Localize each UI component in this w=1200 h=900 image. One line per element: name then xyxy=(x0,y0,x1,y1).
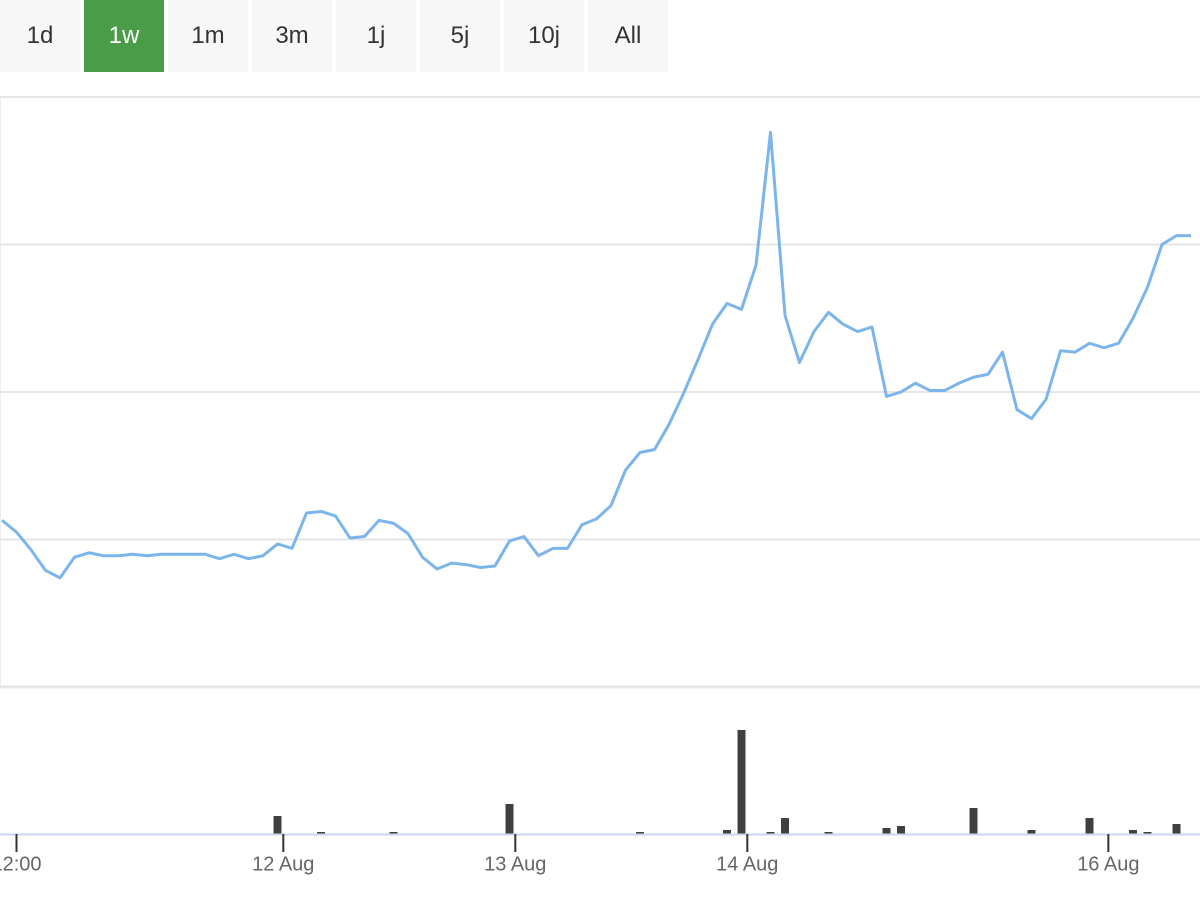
volume-bar xyxy=(317,832,325,834)
range-button[interactable]: All xyxy=(588,0,668,72)
volume-bar xyxy=(1027,830,1036,834)
x-tick-label: 14 Aug xyxy=(716,853,778,875)
volume-bar xyxy=(781,818,789,834)
volume-bar xyxy=(882,828,891,834)
range-button[interactable]: 3m xyxy=(252,0,332,72)
range-button[interactable]: 1m xyxy=(168,0,248,72)
volume-bar xyxy=(636,832,644,834)
range-button[interactable]: 1j xyxy=(336,0,416,72)
volume-bar xyxy=(389,832,398,834)
volume-bar xyxy=(1129,830,1137,834)
volume-bar xyxy=(824,832,833,834)
x-tick-label: 12 Aug xyxy=(252,853,314,875)
range-button[interactable]: 1w xyxy=(84,0,164,72)
volume-bar xyxy=(766,832,775,834)
x-tick-label: 13 Aug xyxy=(484,853,546,875)
volume-bar xyxy=(505,804,514,834)
volume-bar xyxy=(897,826,905,834)
volume-bar xyxy=(723,830,731,834)
range-button[interactable]: 10j xyxy=(504,0,584,72)
volume-bar xyxy=(969,808,978,834)
volume-bar xyxy=(737,730,746,834)
x-tick-label: 16 Aug xyxy=(1077,853,1139,875)
range-button[interactable]: 1d xyxy=(0,0,80,72)
x-tick-label: 12:00 xyxy=(0,853,42,875)
price-line xyxy=(1,130,1191,580)
range-button[interactable]: 5j xyxy=(420,0,500,72)
volume-bar xyxy=(1143,832,1152,834)
volume-bar xyxy=(1085,818,1094,834)
volume-bar xyxy=(273,816,282,834)
range-tabs: 1d 1w 1m 3m 1j 5j 10j All xyxy=(0,0,668,72)
volume-bar xyxy=(1172,824,1181,834)
